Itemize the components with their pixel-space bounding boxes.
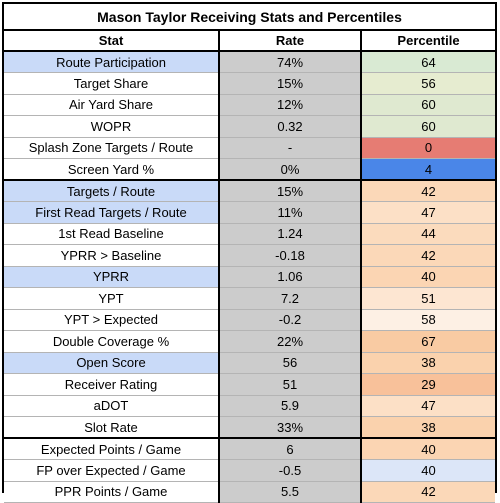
rate-cell[interactable]: 11%	[218, 201, 362, 224]
table-row: aDOT 5.9 47	[4, 394, 495, 417]
stat-cell[interactable]: Air Yard Share	[4, 93, 220, 116]
stat-cell[interactable]: Route Participation	[4, 50, 220, 73]
percentile-cell[interactable]: 44	[360, 222, 495, 245]
percentile-cell[interactable]: 64	[360, 50, 495, 73]
percentile-cell[interactable]: 60	[360, 93, 495, 116]
percentile-cell[interactable]: 47	[360, 201, 495, 224]
table-row: Targets / Route 15% 42	[4, 179, 495, 202]
table-row: Screen Yard % 0% 4	[4, 158, 495, 181]
stat-cell[interactable]: YPRR > Baseline	[4, 244, 220, 267]
stat-cell[interactable]: YPRR	[4, 265, 220, 288]
stat-cell[interactable]: FP over Expected / Game	[4, 459, 220, 482]
table-row: YPRR 1.06 40	[4, 265, 495, 288]
table-row: Air Yard Share 12% 60	[4, 93, 495, 116]
percentile-cell[interactable]: 56	[360, 72, 495, 95]
percentile-cell[interactable]: 60	[360, 115, 495, 138]
header-row: Stat Rate Percentile	[4, 31, 495, 52]
percentile-cell[interactable]: 40	[360, 265, 495, 288]
stat-cell[interactable]: Receiver Rating	[4, 373, 220, 396]
stat-cell[interactable]: WOPR	[4, 115, 220, 138]
rate-cell[interactable]: 51	[218, 373, 362, 396]
stats-table: Stat Rate Percentile Route Participation…	[4, 31, 495, 503]
table-row: Route Participation 74% 64	[4, 50, 495, 73]
rate-cell[interactable]: 0.32	[218, 115, 362, 138]
percentile-cell[interactable]: 47	[360, 394, 495, 417]
rate-cell[interactable]: 0%	[218, 158, 362, 181]
table-row: WOPR 0.32 60	[4, 115, 495, 138]
table-row: Target Share 15% 56	[4, 72, 495, 95]
rate-cell[interactable]: 5.5	[218, 480, 362, 503]
rate-cell[interactable]: 12%	[218, 93, 362, 116]
table-row: Receiver Rating 51 29	[4, 373, 495, 396]
rate-cell[interactable]: -	[218, 136, 362, 159]
rate-cell[interactable]: 74%	[218, 50, 362, 73]
rate-cell[interactable]: 6	[218, 437, 362, 460]
stat-cell[interactable]: YPT	[4, 287, 220, 310]
percentile-cell[interactable]: 42	[360, 480, 495, 503]
rate-cell[interactable]: 15%	[218, 72, 362, 95]
header-percentile: Percentile	[360, 31, 495, 52]
percentile-cell[interactable]: 51	[360, 287, 495, 310]
rate-cell[interactable]: -0.5	[218, 459, 362, 482]
rate-cell[interactable]: 5.9	[218, 394, 362, 417]
stat-cell[interactable]: Double Coverage %	[4, 330, 220, 353]
percentile-cell[interactable]: 40	[360, 437, 495, 460]
stat-cell[interactable]: YPT > Expected	[4, 308, 220, 331]
table-row: YPRR > Baseline -0.18 42	[4, 244, 495, 267]
table-row: Double Coverage % 22% 67	[4, 330, 495, 353]
table-row: Splash Zone Targets / Route -0	[4, 136, 495, 159]
table-row: YPT 7.2 51	[4, 287, 495, 310]
rate-cell[interactable]: -0.18	[218, 244, 362, 267]
header-rate: Rate	[218, 31, 362, 52]
rate-cell[interactable]: 1.24	[218, 222, 362, 245]
stat-cell[interactable]: PPR Points / Game	[4, 480, 220, 503]
percentile-cell[interactable]: 29	[360, 373, 495, 396]
percentile-cell[interactable]: 40	[360, 459, 495, 482]
percentile-cell[interactable]: 0	[360, 136, 495, 159]
rate-cell[interactable]: 33%	[218, 416, 362, 439]
rate-cell[interactable]: 1.06	[218, 265, 362, 288]
percentile-cell[interactable]: 67	[360, 330, 495, 353]
table-row: First Read Targets / Route 11% 47	[4, 201, 495, 224]
percentile-cell[interactable]: 58	[360, 308, 495, 331]
stat-cell[interactable]: Expected Points / Game	[4, 437, 220, 460]
rate-cell[interactable]: 22%	[218, 330, 362, 353]
sheet-title: Mason Taylor Receiving Stats and Percent…	[4, 4, 495, 31]
header-stat: Stat	[4, 31, 220, 52]
percentile-cell[interactable]: 42	[360, 244, 495, 267]
rate-cell[interactable]: -0.2	[218, 308, 362, 331]
stat-cell[interactable]: aDOT	[4, 394, 220, 417]
stat-cell[interactable]: Open Score	[4, 351, 220, 374]
stat-cell[interactable]: First Read Targets / Route	[4, 201, 220, 224]
percentile-cell[interactable]: 42	[360, 179, 495, 202]
table-row: PPR Points / Game 5.5 42	[4, 480, 495, 503]
stat-cell[interactable]: Splash Zone Targets / Route	[4, 136, 220, 159]
stat-cell[interactable]: Targets / Route	[4, 179, 220, 202]
rate-cell[interactable]: 7.2	[218, 287, 362, 310]
table-row: FP over Expected / Game -0.5 40	[4, 459, 495, 482]
percentile-cell[interactable]: 38	[360, 351, 495, 374]
percentile-cell[interactable]: 38	[360, 416, 495, 439]
table-row: Expected Points / Game 6 40	[4, 437, 495, 460]
table-row: Open Score 56 38	[4, 351, 495, 374]
percentile-cell[interactable]: 4	[360, 158, 495, 181]
rate-cell[interactable]: 15%	[218, 179, 362, 202]
table-row: Slot Rate 33% 38	[4, 416, 495, 439]
table-row: YPT > Expected -0.2 58	[4, 308, 495, 331]
stat-cell[interactable]: Target Share	[4, 72, 220, 95]
stat-cell[interactable]: Screen Yard %	[4, 158, 220, 181]
table-row: 1st Read Baseline 1.24 44	[4, 222, 495, 245]
stat-cell[interactable]: Slot Rate	[4, 416, 220, 439]
stat-cell[interactable]: 1st Read Baseline	[4, 222, 220, 245]
rate-cell[interactable]: 56	[218, 351, 362, 374]
